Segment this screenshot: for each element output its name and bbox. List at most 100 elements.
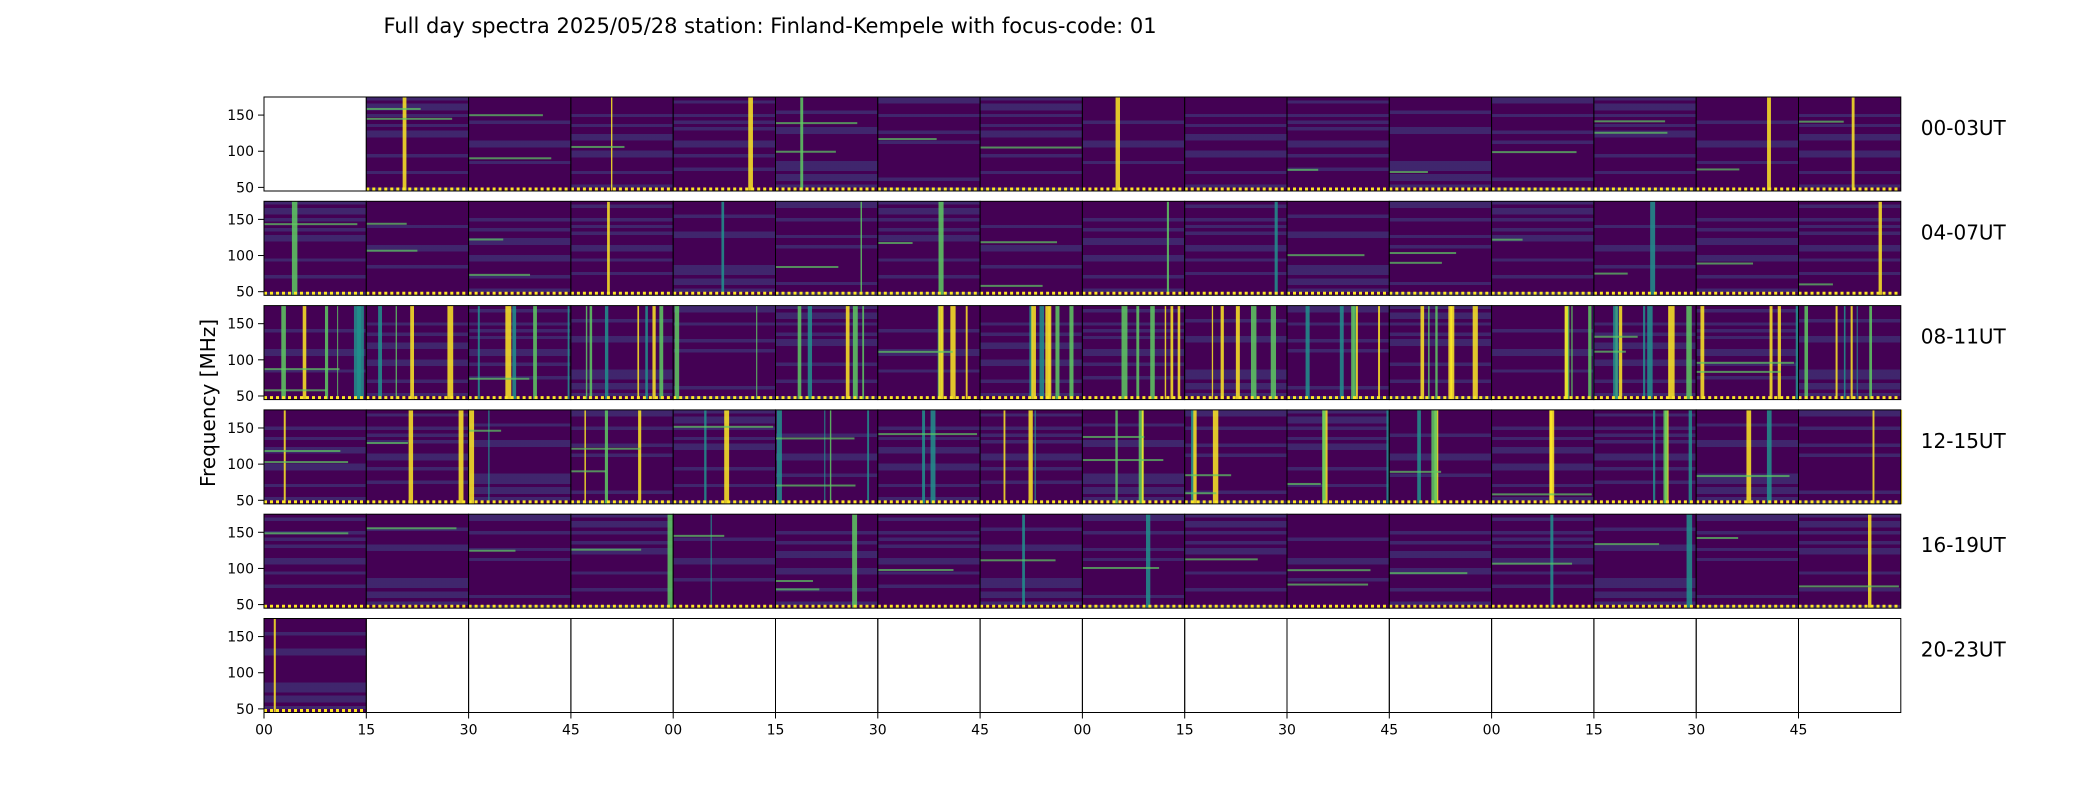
burst-mark <box>395 305 397 400</box>
burst-mark <box>1034 409 1036 504</box>
spectrum-bands <box>468 97 571 191</box>
burst-mark <box>1146 514 1151 609</box>
burst-mark <box>1028 409 1033 504</box>
panel-frame <box>1798 200 1902 296</box>
spectrum-panel <box>775 409 879 505</box>
spectrum-panel <box>1695 409 1799 505</box>
spectrum-bands <box>1082 305 1185 400</box>
burst-mark <box>273 618 276 713</box>
band-mark <box>366 107 421 110</box>
burst-mark <box>1769 305 1773 400</box>
burst-mark <box>638 409 642 504</box>
burst-mark <box>1653 409 1656 504</box>
spectrum-panel <box>1388 305 1495 401</box>
band-mark <box>264 223 358 226</box>
spectrum-panel <box>1491 409 1595 505</box>
band-mark <box>264 389 327 392</box>
spectrum-panel <box>263 513 367 609</box>
band-mark <box>775 150 836 153</box>
spectrum-bands <box>264 514 367 609</box>
band-mark <box>1491 151 1577 154</box>
band-mark <box>1082 566 1160 569</box>
burst-mark <box>1029 305 1033 400</box>
burst-mark <box>1643 305 1646 400</box>
row-label: 04-07UT <box>1921 220 2007 244</box>
spectrum-panel <box>1491 305 1599 401</box>
spectrum-panel <box>1081 305 1186 401</box>
spectrum-panel <box>1798 96 1902 192</box>
row-label: 08-11UT <box>1921 325 2007 349</box>
x-tick-label: 15 <box>767 723 785 739</box>
spectrum-bands <box>1184 97 1287 191</box>
burst-mark <box>845 305 850 400</box>
spectrum-bands <box>570 201 674 296</box>
spectrum-panel <box>1491 200 1595 296</box>
band-mark <box>877 433 978 436</box>
burst-mark <box>1686 305 1692 400</box>
burst-mark <box>710 514 712 609</box>
spectrum-panel <box>570 618 674 713</box>
burst-mark <box>1420 305 1425 400</box>
panel-frame <box>672 618 777 713</box>
burst-mark <box>1305 305 1310 400</box>
x-tick-label: 00 <box>664 723 682 739</box>
spectrum-bands <box>468 305 571 400</box>
burst-mark <box>1869 305 1873 400</box>
band-mark <box>1593 120 1666 123</box>
band-mark <box>1389 470 1442 473</box>
spectrum-panel <box>1388 409 1493 505</box>
spectrum-panel <box>672 305 777 401</box>
band-mark <box>1389 572 1468 575</box>
burst-mark <box>378 305 382 400</box>
spectrum-panel <box>365 200 470 296</box>
burst-mark <box>1550 514 1554 609</box>
band-mark <box>1696 168 1740 171</box>
spectrum-bands <box>1184 305 1287 400</box>
burst-mark <box>807 305 813 400</box>
spectrum-bands <box>1287 97 1390 191</box>
y-tick-label: 150 <box>227 630 254 646</box>
panel-grid: 150 100 50 00-03UT 150 100 50 04-07UT 150 100 50 08… <box>227 96 2007 739</box>
band-mark <box>1798 585 1899 588</box>
band-mark <box>1287 583 1369 586</box>
burst-mark <box>358 305 361 400</box>
spectrum-panel <box>1184 96 1288 192</box>
burst-mark <box>1872 409 1875 504</box>
burst-mark <box>1003 409 1006 504</box>
spectrum-panel <box>877 618 981 713</box>
spectra-row: 150 100 50 08-11UT <box>227 305 2007 405</box>
spectrum-bands <box>366 97 469 191</box>
spectrum-bands <box>264 305 367 400</box>
spectrum-panel <box>979 305 1083 401</box>
spectrum-panel <box>468 305 572 401</box>
burst-mark <box>1386 409 1389 504</box>
burst-mark <box>512 305 517 400</box>
spectrum-bands <box>1287 409 1390 504</box>
spectrum-panel <box>263 618 367 713</box>
spectra-row: 150 100 50 00-03UT <box>227 96 2007 196</box>
panel-frame <box>1184 618 1288 713</box>
spectrum-panel <box>365 305 470 401</box>
spectrum-panel <box>263 409 367 505</box>
burst-mark <box>938 201 944 296</box>
spectrum-panel <box>1388 618 1493 713</box>
burst-mark <box>852 305 858 400</box>
band-mark <box>570 145 625 148</box>
burst-mark <box>533 305 537 400</box>
burst-mark <box>1190 409 1194 504</box>
spectrum-bands <box>264 618 367 713</box>
spectrum-bands <box>877 514 981 609</box>
spectrum-panel <box>468 200 572 296</box>
spectrum-panel <box>1081 618 1186 713</box>
panel-frame <box>1798 305 1902 401</box>
spectrum-panel <box>877 305 981 401</box>
spectrum-panel <box>1798 409 1903 505</box>
burst-mark <box>1355 305 1358 400</box>
burst-mark <box>360 305 364 400</box>
spectrum-panel <box>1593 409 1697 505</box>
burst-mark <box>1688 409 1692 504</box>
band-mark <box>264 449 341 452</box>
spectrum-panel <box>1081 96 1186 192</box>
burst-mark <box>458 409 464 504</box>
spectrum-bands <box>1593 97 1697 191</box>
